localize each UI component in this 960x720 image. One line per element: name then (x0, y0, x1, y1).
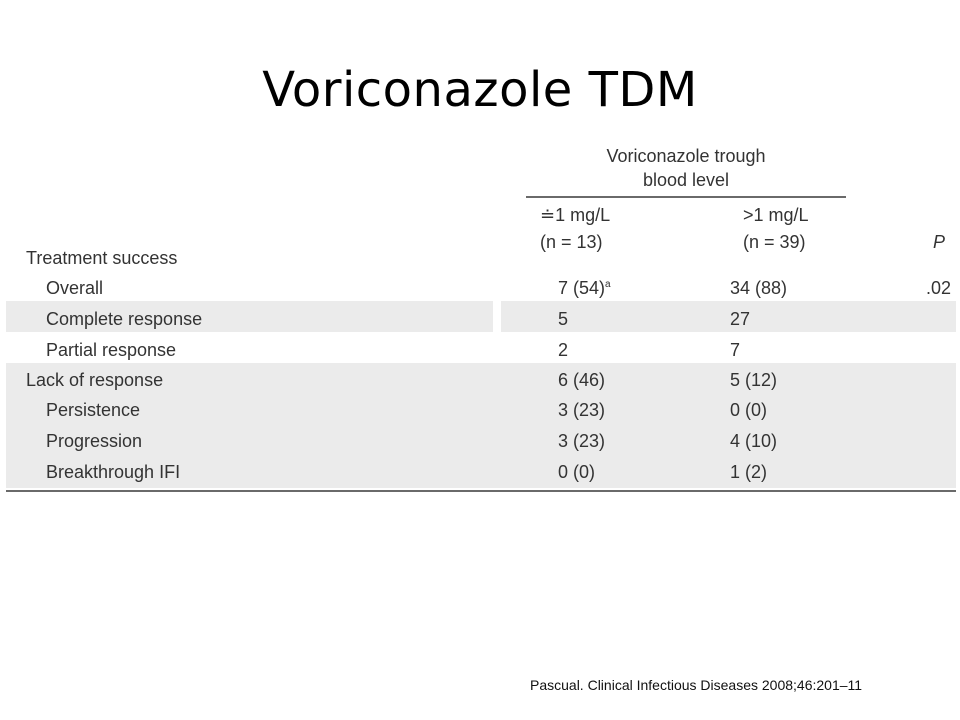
row-value-low: 0 (0) (558, 462, 596, 482)
col1-header-line2: (n = 13) (540, 232, 603, 252)
row-value-high: 5 (12) (730, 370, 778, 390)
col1-header-line1: ≐1 mg/L (540, 205, 611, 225)
row-label: Complete response (46, 309, 203, 329)
row-value-low: 6 (46) (558, 370, 606, 390)
row-value-low: 7 (54)a (558, 278, 611, 299)
group-header-line1: Voriconazole trough (606, 146, 766, 166)
row-band (6, 301, 493, 332)
row-value-text: 7 (54) (558, 278, 606, 298)
row-value-high: 0 (0) (730, 400, 768, 420)
row-value-low: 3 (23) (558, 431, 606, 451)
row-value-low: 3 (23) (558, 400, 606, 420)
row-band (501, 301, 956, 332)
row-value-high: 34 (88) (730, 278, 788, 298)
p-value-header: P (933, 232, 946, 252)
col2-header-line1: >1 mg/L (743, 205, 809, 225)
row-band (6, 363, 956, 488)
row-label: Breakthrough IFI (46, 462, 181, 482)
row-label: Partial response (46, 340, 177, 360)
col2-header-line2: (n = 39) (743, 232, 806, 252)
group-header-line2: blood level (642, 170, 730, 190)
row-value-high: 27 (730, 309, 751, 329)
row-label: Lack of response (26, 370, 164, 390)
slide-title: Voriconazole TDM (262, 62, 698, 118)
footnote-marker: a (605, 279, 611, 290)
row-value-high: 7 (730, 340, 741, 360)
results-table: Voriconazole trough blood level ≐1 mg/L … (6, 138, 956, 494)
row-value-low: 2 (558, 340, 569, 360)
row-value-low: 5 (558, 309, 569, 329)
row-label: Progression (46, 431, 143, 451)
row-p-value: .02 (926, 278, 952, 298)
row-value-high: 1 (2) (730, 462, 768, 482)
row-label: Overall (46, 278, 104, 298)
row-label: Persistence (46, 400, 141, 420)
section-label: Treatment success (26, 248, 178, 268)
table-bottom-rule (6, 490, 956, 492)
group-header-rule (526, 196, 846, 198)
citation: Pascual. Clinical Infectious Diseases 20… (530, 677, 863, 693)
row-value-high: 4 (10) (730, 431, 778, 451)
